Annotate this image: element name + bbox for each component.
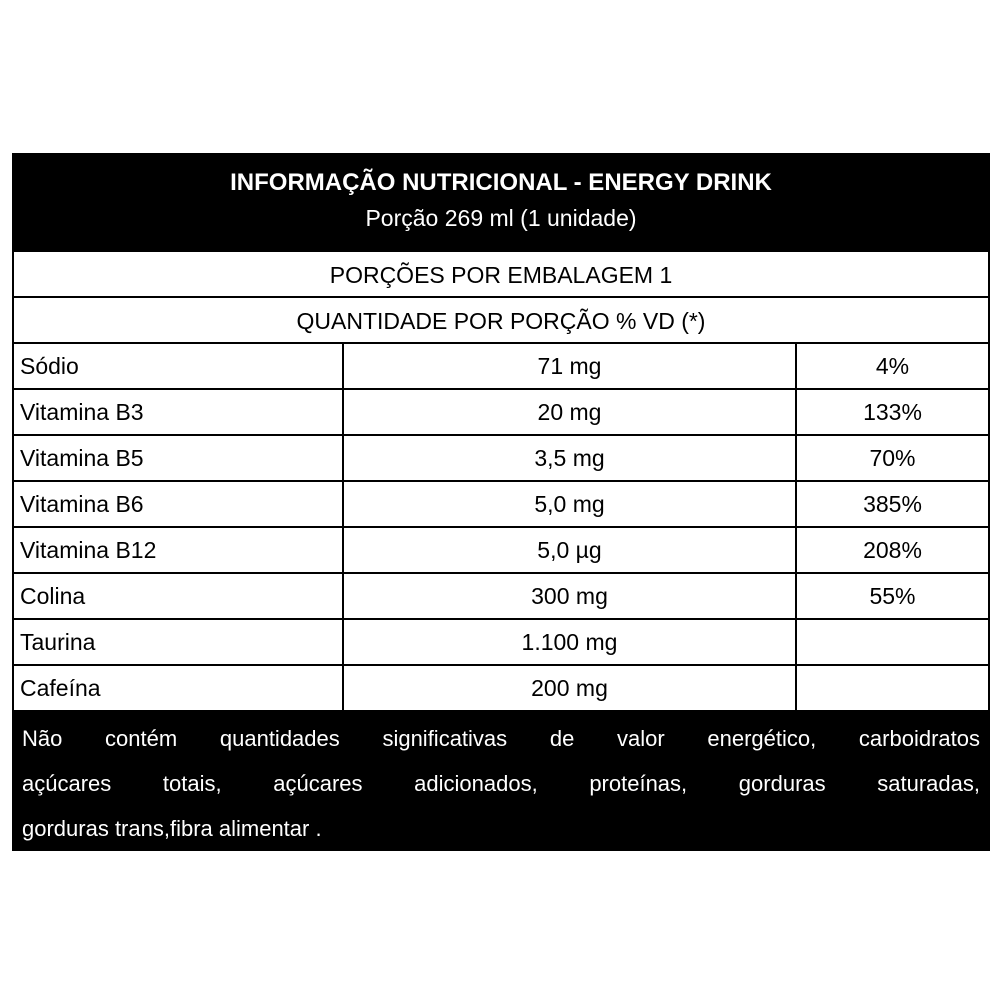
servings: PORÇÕES POR EMBALAGEM 1 xyxy=(14,252,988,298)
table-cell: Colina xyxy=(14,574,344,618)
footer: Não contém quantidades significativas de… xyxy=(14,712,988,849)
columns-header: QUANTIDADE POR PORÇÃO % VD (*) xyxy=(14,298,988,344)
table-cell: 200 mg xyxy=(344,666,797,710)
table-cell: 300 mg xyxy=(344,574,797,618)
table-cell: 1.100 mg xyxy=(344,620,797,664)
table-cell: 71 mg xyxy=(344,344,797,388)
table-cell: Taurina xyxy=(14,620,344,664)
table-row: Vitamina B3 20 mg 133% xyxy=(14,390,988,436)
table-cell: Vitamina B3 xyxy=(14,390,344,434)
table-row: Vitamina B5 3,5 mg 70% xyxy=(14,436,988,482)
table-cell: 70% xyxy=(869,445,916,471)
nutrition-label: INFORMAÇÃO NUTRICIONAL - ENERGY DRINK Po… xyxy=(12,153,990,851)
table-cell: 55% xyxy=(869,583,916,609)
footer-line: gorduras trans,fibra alimentar . xyxy=(22,816,322,841)
table-cell: 385% xyxy=(863,491,922,517)
table-cell: 133% xyxy=(863,399,922,425)
table-cell: 5,0 mg xyxy=(344,482,797,526)
table-cell: Cafeína xyxy=(14,666,344,710)
table-cell: 3,5 mg xyxy=(344,436,797,480)
title: INFORMAÇÃO NUTRICIONAL - ENERGY DRINK xyxy=(230,169,772,196)
table-row: Vitamina B6 5,0 mg 385% xyxy=(14,482,988,528)
table-cell: Vitamina B12 xyxy=(14,528,344,572)
table-cell: 5,0 µg xyxy=(344,528,797,572)
table-row: Vitamina B12 5,0 µg 208% xyxy=(14,528,988,574)
table-row: Colina 300 mg 55% xyxy=(14,574,988,620)
table-cell xyxy=(797,666,988,710)
table-row: Sódio 71 mg 4% xyxy=(14,344,988,390)
table-row: Cafeína 200 mg xyxy=(14,666,988,712)
table-cell: 4% xyxy=(875,353,910,379)
header: INFORMAÇÃO NUTRICIONAL - ENERGY DRINK Po… xyxy=(14,155,988,252)
table-cell: Sódio xyxy=(14,344,344,388)
table-cell: Vitamina B5 xyxy=(14,436,344,480)
subtitle: Porção 269 ml (1 unidade) xyxy=(365,205,637,231)
table-cell: Vitamina B6 xyxy=(14,482,344,526)
table-cell: 208% xyxy=(863,537,922,563)
table-row: Taurina 1.100 mg xyxy=(14,620,988,666)
table-cell xyxy=(797,620,988,664)
footer-line: açúcares totais, açúcares adicionados, p… xyxy=(22,771,980,796)
footer-line: Não contém quantidades significativas de… xyxy=(22,726,980,751)
table: Sódio 71 mg 4% Vitamina B3 20 mg 133% Vitamina… xyxy=(14,344,988,712)
table-cell: 20 mg xyxy=(344,390,797,434)
